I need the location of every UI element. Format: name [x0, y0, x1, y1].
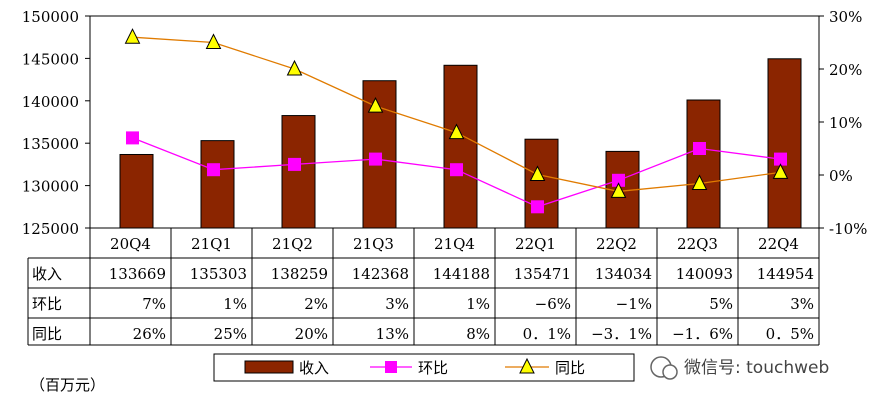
category-label: 22Q3 — [677, 235, 718, 253]
table-cell: 1% — [466, 295, 490, 313]
table-cell: 7% — [142, 295, 166, 313]
table-row-label: 收入 — [32, 265, 62, 283]
yoy-point — [448, 123, 465, 140]
yoy-point — [772, 163, 789, 179]
left-tick-label: 145000 — [22, 50, 79, 68]
table-cell: 0．1% — [523, 325, 571, 343]
revenue-bar — [686, 99, 721, 229]
table-cell: 134034 — [595, 265, 652, 283]
category-label: 21Q4 — [434, 235, 475, 253]
legend-label: 同比 — [555, 359, 585, 377]
mom-point — [369, 152, 382, 166]
category-label: 21Q3 — [353, 235, 394, 253]
table-cell: 8% — [466, 325, 490, 343]
table-row-label: 环比 — [32, 295, 62, 313]
revenue-bar — [443, 64, 478, 229]
table-cell: 144954 — [757, 265, 814, 283]
category-label: 21Q1 — [191, 235, 232, 253]
revenue-bar — [524, 138, 559, 229]
table-cell: −6% — [535, 295, 571, 313]
wechat-watermark: 微信号: touchweb — [650, 356, 829, 380]
revenue-bar — [281, 115, 316, 229]
legend-label: 收入 — [299, 359, 329, 377]
table-cell: 138259 — [271, 265, 328, 283]
table-cell: 2% — [304, 295, 328, 313]
table-cell: −3．1% — [591, 325, 652, 343]
left-tick-label: 135000 — [22, 135, 79, 153]
category-label: 20Q4 — [110, 235, 151, 253]
table-cell: −1% — [616, 295, 652, 313]
table-cell: 0．5% — [766, 325, 814, 343]
right-tick-label: 30% — [829, 8, 862, 26]
legend-label: 环比 — [418, 359, 448, 377]
table-cell: 25% — [214, 325, 247, 343]
legend-marker-mom — [385, 361, 397, 373]
table-cell: 135471 — [514, 265, 571, 283]
yoy-point — [691, 174, 708, 190]
legend: 收入 环比 同比 — [213, 353, 635, 382]
mom-point — [693, 142, 706, 155]
mom-point — [450, 163, 463, 177]
table-cell: 3% — [790, 295, 814, 313]
legend-swatch-revenue — [244, 360, 294, 374]
table-cell: 20% — [295, 325, 328, 343]
revenue-bar — [119, 153, 154, 229]
table-cell: 26% — [133, 325, 166, 343]
yoy-point — [610, 182, 627, 198]
annotations: （百万元） 微信号: touchweb — [30, 356, 829, 394]
table-row-label: 同比 — [32, 325, 62, 343]
mom-point — [288, 157, 301, 171]
mom-point — [531, 200, 544, 214]
series-lines — [124, 28, 789, 214]
left-tick-label: 140000 — [22, 93, 79, 111]
mom-point — [207, 163, 220, 177]
table-cell: 3% — [385, 295, 409, 313]
revenue-bar — [200, 140, 235, 229]
table-cell: −1．6% — [672, 325, 733, 343]
data-table: 20Q4 21Q1 21Q2 21Q3 21Q4 22Q1 22Q2 22Q3 22Q4 收入 13… — [27, 228, 820, 346]
mom-point — [126, 131, 139, 145]
table-cell: 5% — [709, 295, 733, 313]
right-tick-label: -10% — [829, 220, 867, 238]
watermark-text: 微信号: touchweb — [684, 358, 829, 378]
table-cell: 140093 — [676, 265, 733, 283]
right-tick-label: 10% — [829, 114, 862, 132]
unit-note: （百万元） — [30, 376, 105, 394]
category-label: 21Q2 — [272, 235, 313, 253]
table-cell: 1% — [223, 295, 247, 313]
legend-marker-yoy — [519, 357, 535, 374]
yoy-point — [367, 96, 384, 113]
left-tick-label: 125000 — [22, 220, 79, 238]
yoy-point — [124, 28, 141, 44]
table-cell: 142368 — [352, 265, 409, 283]
right-tick-label: 0% — [829, 167, 853, 185]
table-cell: 135303 — [190, 265, 247, 283]
left-tick-label: 130000 — [22, 178, 79, 196]
category-label: 22Q4 — [758, 235, 799, 253]
table-cell: 133669 — [109, 265, 166, 283]
yoy-point — [529, 165, 546, 181]
category-label: 22Q2 — [596, 235, 637, 253]
axes: 125000 130000 135000 140000 145000 150000 -10%… — [22, 8, 868, 238]
left-tick-label: 150000 — [22, 8, 79, 26]
table-cell: 13% — [376, 325, 409, 343]
category-label: 22Q1 — [515, 235, 556, 253]
wechat-icon-bubble — [662, 364, 678, 380]
yoy-point — [286, 59, 303, 76]
yoy-point — [205, 33, 222, 49]
revenue-bar — [767, 58, 802, 229]
right-tick-label: 20% — [829, 61, 862, 79]
table-cell: 144188 — [433, 265, 490, 283]
